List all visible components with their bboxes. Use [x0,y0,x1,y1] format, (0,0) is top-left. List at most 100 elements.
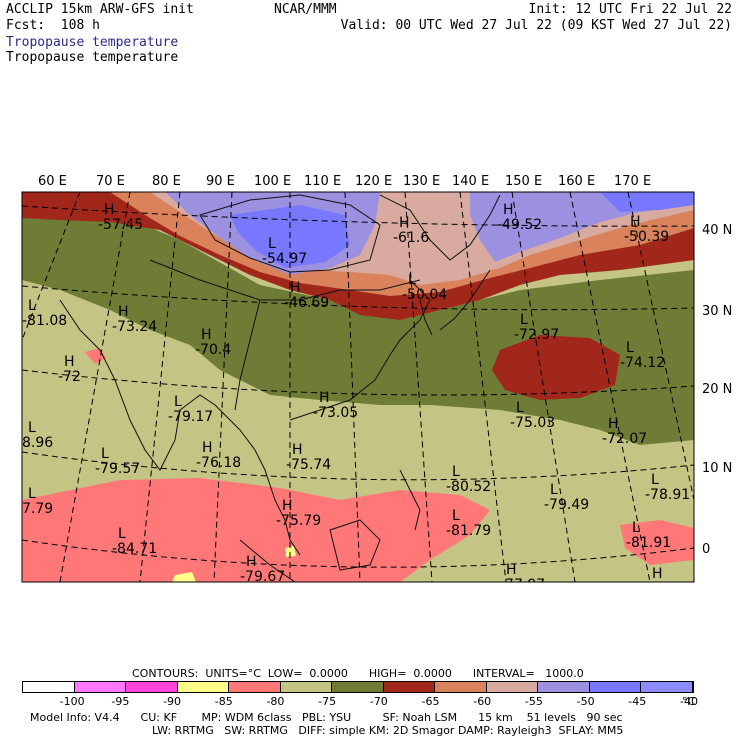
lon-label: 60 E [38,174,67,189]
lat-30n [22,285,694,311]
colorbar-segment [383,682,436,692]
colorbar-segment [126,682,178,692]
lat-10n [22,451,694,481]
colorbar-segment [177,682,230,692]
field-name-primary: Tropopause temperature [6,35,179,50]
lon-90e [139,192,181,582]
extreme-value: -46.69 [284,295,329,311]
extreme-value: -75.03 [510,415,555,431]
colorbar-segment [641,682,693,692]
extreme-value: -49.52 [497,217,542,233]
lat-label: 20 N [702,382,732,397]
lon-label: 110 E [304,174,341,189]
center-name: NCAR/MMM [274,2,337,17]
lon-label: 90 E [206,174,235,189]
band-m85-m80-east [620,520,694,565]
extreme-value: -79.67 [240,569,285,585]
latitude-labels: 40 N 30 N 20 N 10 N 0 [702,223,732,557]
extreme-value: -73.05 [313,405,358,421]
high-marker: H [64,354,75,370]
colorbar-segment [280,682,333,692]
colorbar-tick-label: -65 [421,695,440,708]
colorbar-segment [23,682,75,692]
colorbar-tick-label: -60 [473,695,492,708]
colorbar-tick-label: -45 [628,695,647,708]
borders-asia [149,259,421,411]
korea-coast [419,299,433,336]
southeast-asia-coast [224,414,301,556]
extreme-value: -75.74 [286,457,331,473]
high-marker: H [608,416,619,432]
low-marker: L [626,340,634,356]
colorbar-segment [332,682,384,692]
colorbar-tick-label: -90 [163,695,182,708]
extreme-value: -72.07 [602,431,647,447]
valid-time: Valid: 00 UTC Wed 27 Jul 22 (09 KST Wed … [340,18,732,33]
high-marker: H [202,440,213,456]
lat-label: 0 [702,542,710,557]
extreme-value: -81.91 [626,535,671,551]
lon-label: 120 E [355,174,392,189]
lon-label: 170 E [614,174,651,189]
lon-140e [459,192,507,582]
lon-label: 100 E [254,174,291,189]
colorbar-tick-label: -100 [59,695,85,708]
lon-70e [22,192,81,341]
band-m85-m80 [22,478,490,582]
lat-40n [22,205,694,227]
lat-label: 10 N [702,461,732,476]
lon-120e [344,192,361,582]
extreme-value: -74.12 [620,355,665,371]
china-coast [289,279,431,421]
colorbar-tick-label: -40 [680,695,698,708]
low-marker: L [28,298,36,314]
graticule [22,192,694,582]
high-marker: H [292,442,303,458]
low-marker: L [408,272,416,288]
extreme-value: 8.96 [22,435,53,451]
low-marker: L [174,394,182,410]
forecast-hour: Fcst: 108 h [6,18,100,33]
colorbar-segment [229,682,281,692]
colorbar-tick-label: -85 [214,695,233,708]
lat-20n [22,369,694,396]
russia-coast [379,194,501,261]
high-marker: H [652,566,663,582]
low-marker: L [516,400,524,416]
colorbar-segment [435,682,487,692]
extreme-value: -77.97 [500,577,545,593]
extreme-value: -78.9 [646,581,682,597]
low-marker: L [268,236,276,252]
extreme-value: -81.79 [446,523,491,539]
extreme-value: -54.97 [262,251,307,267]
lon-150e [511,192,576,582]
colorbar-segment [589,682,642,692]
low-marker: L [118,526,126,542]
colorbar-tick-label: -70 [369,695,388,708]
extreme-value: -73.24 [112,319,157,335]
extreme-value: 7.79 [22,501,53,517]
japan-coast [439,269,491,331]
mongolia-border [199,194,381,273]
low-marker: L [452,464,460,480]
high-marker: H [290,280,301,296]
extreme-value: -72.97 [514,327,559,343]
band-m90-m85-b [285,546,296,557]
lon-label: 150 E [505,174,542,189]
high-marker: H [282,498,293,514]
colorbar-tick-label: -55 [524,695,543,708]
extreme-value: -79.57 [95,461,140,477]
borneo-coast [329,519,381,571]
colorbar [22,681,694,693]
sumatra-coast [239,539,296,582]
extreme-labels: H-57.45L-54.97H-46.69H-61.6L-50.04H-49.5… [22,202,690,597]
colorbar-segment [486,682,539,692]
extreme-value: -50.39 [624,229,669,245]
low-marker: L [550,482,558,498]
high-marker: H [246,554,257,570]
lon-label: 140 E [452,174,489,189]
high-marker: H [506,562,517,578]
band-m70-m65-pacific [492,335,620,400]
longitude-labels: 60 E 70 E 80 E 90 E 100 E 110 E 120 E 13… [38,174,651,189]
